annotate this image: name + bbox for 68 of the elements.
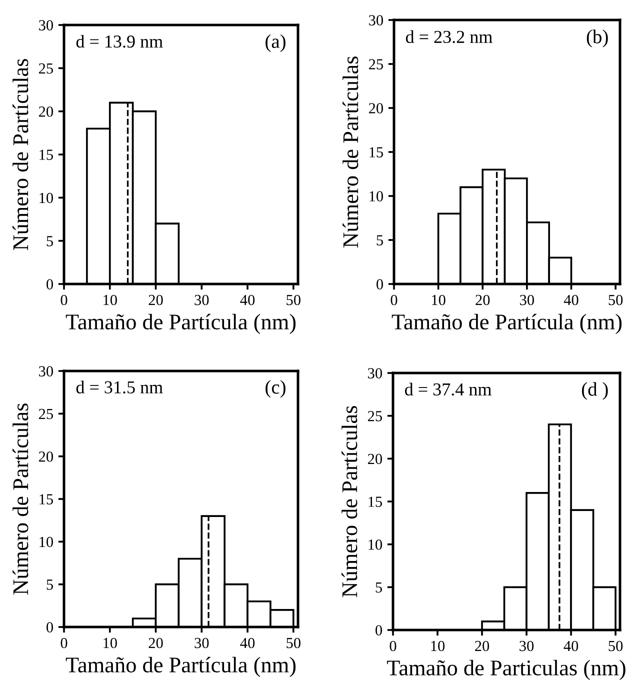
x-tick-label: 40 [564, 640, 578, 652]
x-tick-label: 50 [286, 638, 300, 648]
y-tick-label: 15 [40, 150, 53, 160]
y-tick-label: 0 [376, 625, 382, 636]
x-tick-label: 0 [390, 294, 398, 306]
x-tick-label: 0 [60, 294, 68, 306]
x-tick-label: 20 [476, 294, 490, 306]
annotation: d = 13.9 nm [76, 34, 163, 48]
y-tick-label: 0 [376, 279, 383, 290]
x-axis-title: Tamaño de Partícula (nm) [66, 656, 296, 678]
y-tick-label: 20 [368, 454, 382, 464]
y-tick-label: 20 [38, 451, 53, 462]
y-tick-label: 25 [368, 411, 382, 422]
x-tick-label: 30 [520, 640, 534, 652]
x-axis-title: Tamaño de Particulas (nm) [387, 660, 626, 680]
annotation: d = 37.4 nm [405, 382, 492, 396]
annotation: d = 23.2 nm [406, 30, 492, 44]
x-tick-label: 50 [286, 294, 300, 306]
y-tick-label: 5 [376, 235, 383, 246]
x-tick-label: 20 [148, 638, 163, 648]
x-tick-label: 20 [148, 294, 163, 306]
x-tick-label: 30 [194, 638, 209, 648]
y-tick-label: 10 [40, 536, 53, 548]
x-axis-title: Tamaño de Partícula (nm) [392, 314, 622, 334]
y-tick-label: 10 [370, 191, 383, 202]
y-tick-label: 10 [368, 539, 382, 550]
x-tick-label: 10 [432, 294, 446, 306]
y-axis-title: Número de Partículas [342, 406, 358, 598]
y-tick-label: 30 [368, 368, 382, 378]
y-axis-title: Número de Partículas [12, 404, 28, 595]
y-tick-label: 5 [376, 582, 382, 593]
annotation: (d ) [582, 382, 608, 400]
x-tick-label: 20 [475, 640, 490, 652]
y-tick-label: 0 [46, 622, 53, 632]
x-tick-label: 30 [194, 294, 209, 306]
x-axis-title: Tamaño de Partícula (nm) [66, 314, 296, 334]
y-tick-label: 30 [369, 15, 383, 26]
x-tick-label: 40 [240, 294, 255, 306]
y-tick-label: 5 [46, 580, 53, 590]
y-tick-label: 20 [38, 106, 53, 117]
x-tick-label: 0 [60, 638, 68, 648]
annotation: d = 31.5 nm [76, 380, 163, 394]
y-tick-label: 30 [39, 366, 53, 376]
x-tick-label: 50 [608, 294, 623, 306]
y-tick-label: 15 [368, 496, 382, 507]
x-tick-label: 0 [390, 640, 396, 652]
y-tick-label: 20 [368, 103, 383, 114]
y-axis-title: Número de Partículas [342, 56, 358, 248]
x-tick-label: 40 [564, 294, 578, 306]
y-tick-label: 25 [38, 408, 53, 420]
annotation: (b) [586, 30, 608, 48]
x-tick-label: 10 [104, 638, 117, 648]
y-tick-label: 10 [40, 192, 53, 204]
y-tick-label: 5 [46, 236, 53, 246]
annotation: (a) [266, 34, 286, 52]
x-tick-label: 40 [240, 638, 255, 648]
y-tick-label: 25 [38, 63, 53, 74]
y-tick-label: 15 [370, 147, 383, 158]
x-tick-label: 30 [520, 294, 534, 306]
y-tick-label: 0 [46, 279, 53, 290]
y-tick-label: 30 [39, 20, 53, 30]
x-tick-label: 10 [431, 640, 445, 652]
x-tick-label: 10 [104, 294, 117, 306]
y-tick-label: 15 [40, 494, 53, 504]
x-tick-label: 50 [608, 640, 623, 652]
annotation: (c) [266, 380, 286, 398]
y-axis-title: Número de Partículas [12, 59, 28, 250]
y-tick-label: 25 [368, 59, 383, 70]
